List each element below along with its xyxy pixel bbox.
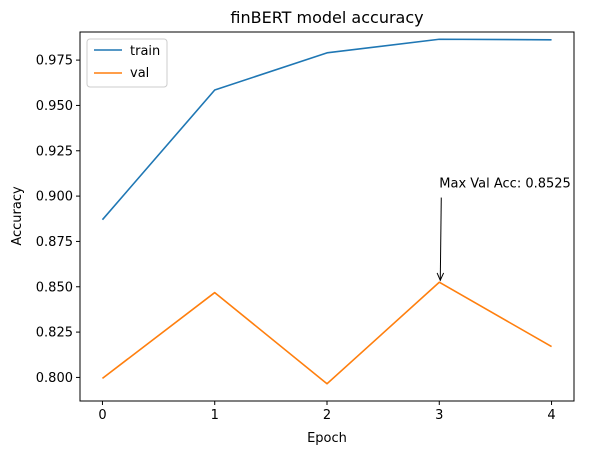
legend-label-val: val [130,66,149,81]
chart-title: finBERT model accuracy [230,8,423,27]
x-tick-label: 3 [435,408,443,423]
y-axis-ticks: 0.800 0.825 0.850 0.875 0.900 0.925 0.950 0.975 [36,54,80,386]
series-layer [101,38,552,385]
legend: train val [86,38,168,88]
annotation-layer: Max Val Acc: 0.8525 [436,177,571,282]
y-tick-label: 0.900 [36,190,73,205]
annotation-arrow [439,197,442,281]
x-tick-label: 0 [98,408,106,423]
y-tick-label: 0.850 [36,280,73,295]
series-line-val [101,281,552,385]
y-tick-label: 0.875 [36,235,73,250]
y-tick-label: 0.950 [36,99,73,114]
legend-box [86,38,168,88]
y-axis-label: Accuracy [10,186,25,246]
x-tick-label: 2 [323,408,331,423]
annotation-label: Max Val Acc: 0.8525 [439,177,571,192]
y-tick-label: 0.975 [36,54,73,69]
x-tick-label: 4 [547,408,555,423]
x-axis-ticks: 0 1 2 3 4 [98,401,556,423]
legend-label-train: train [130,44,160,59]
y-tick-label: 0.825 [36,326,73,341]
annotation-arrow-head [436,272,445,282]
x-tick-label: 1 [211,408,219,423]
series-line-train [101,38,552,221]
plot-area: Max Val Acc: 0.8525 [79,31,575,402]
y-tick-label: 0.925 [36,144,73,159]
x-axis-label: Epoch [307,431,347,446]
y-tick-label: 0.800 [36,371,73,386]
